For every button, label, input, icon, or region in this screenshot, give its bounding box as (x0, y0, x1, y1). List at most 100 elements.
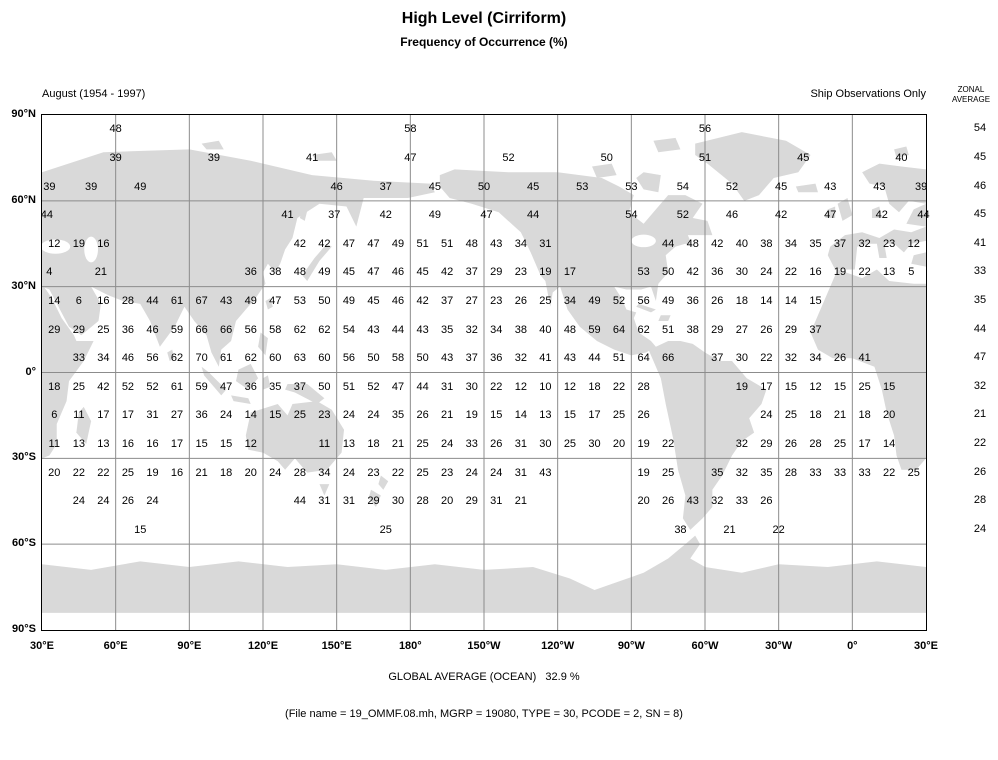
grid-value: 66 (195, 323, 208, 336)
grid-value: 36 (490, 352, 503, 365)
grid-value: 12 (48, 237, 61, 250)
grid-value: 48 (109, 123, 122, 136)
grid-value: 50 (416, 352, 429, 365)
grid-value: 52 (725, 180, 739, 193)
grid-value: 60 (318, 352, 331, 365)
grid-value: 14 (760, 294, 773, 307)
grid-value: 51 (342, 380, 356, 393)
grid-value: 43 (686, 495, 699, 508)
grid-value: 17 (760, 380, 773, 393)
grid-value: 36 (121, 323, 135, 336)
grid-value: 19 (539, 266, 552, 279)
landmass-svalbard (894, 146, 909, 158)
grid-value: 22 (760, 352, 773, 365)
grid-value: 31 (146, 409, 159, 422)
grid-value: 59 (170, 323, 184, 336)
grid-value: 33 (858, 466, 871, 479)
landmass-britain (837, 197, 853, 221)
landmass-newzealand-north (378, 475, 389, 490)
grid-value: 47 (824, 209, 837, 222)
grid-value: 34 (318, 466, 331, 479)
lon-axis-label: 0° (847, 640, 858, 652)
grid-value: 26 (784, 438, 798, 451)
grid-value: 15 (784, 380, 798, 393)
grid-value: 26 (637, 409, 650, 422)
grid-value: 6 (75, 294, 82, 307)
grid-value: 33 (465, 438, 478, 451)
grid-value: 46 (121, 352, 135, 365)
grid-value: 46 (391, 294, 405, 307)
landmass-java (231, 395, 251, 404)
landmass-taiwan (265, 298, 273, 310)
grid-value: 24 (97, 495, 110, 508)
grid-value: 19 (735, 380, 748, 393)
grid-value: 38 (686, 323, 699, 336)
lon-axis-label: 90°W (617, 640, 645, 652)
grid-value: 22 (612, 380, 626, 393)
grid-value: 24 (760, 409, 773, 422)
grid-value: 14 (48, 294, 61, 307)
lat-axis-label: 90°S (12, 623, 36, 635)
grid-value: 62 (318, 323, 331, 336)
grid-value: 13 (342, 438, 356, 451)
grid-value: 29 (72, 323, 85, 336)
grid-value: 44 (416, 380, 429, 393)
grid-value: 45 (797, 151, 810, 164)
grid-value: 22 (72, 466, 85, 479)
landmass-severnaya-zemlya (201, 140, 224, 150)
landmass-baffin (636, 172, 661, 193)
grid-value: 26 (760, 495, 773, 508)
grid-value: 23 (883, 237, 896, 250)
grid-value: 15 (220, 438, 233, 451)
sea-great-lakes (631, 234, 656, 248)
grid-value: 22 (772, 523, 785, 536)
grid-value: 59 (195, 380, 208, 393)
grid-value: 20 (244, 466, 257, 479)
grid-value: 35 (441, 323, 454, 336)
grid-value: 43 (873, 180, 886, 193)
grid-value: 49 (318, 266, 331, 279)
grid-value: 50 (367, 352, 380, 365)
grid-value: 26 (760, 323, 773, 336)
grid-value: 36 (195, 409, 208, 422)
zonal-average-value: 44 (973, 322, 987, 335)
grid-value: 28 (809, 438, 822, 451)
grid-value: 19 (833, 266, 847, 279)
global-average-label: GLOBAL AVERAGE (OCEAN) 32.9 % (388, 671, 580, 683)
grid-value: 42 (711, 237, 724, 250)
grid-value: 33 (809, 466, 822, 479)
grid-value: 24 (367, 409, 380, 422)
landmass-iceland (795, 183, 818, 193)
grid-value: 24 (465, 466, 478, 479)
landmass-borneo (235, 363, 259, 390)
grid-value: 20 (612, 438, 626, 451)
landmass-ellesmere (653, 137, 681, 153)
zonal-average-value: 21 (973, 408, 987, 421)
zonal-average-value: 47 (973, 351, 987, 364)
grid-value: 37 (465, 352, 478, 365)
grid-value: 44 (526, 209, 540, 222)
grid-value: 34 (97, 352, 110, 365)
lon-axis-label: 60°W (691, 640, 719, 652)
grid-value: 61 (170, 380, 184, 393)
grid-value: 39 (207, 151, 220, 164)
grid-value: 18 (735, 294, 748, 307)
grid-value: 16 (97, 294, 110, 307)
grid-value: 25 (784, 409, 798, 422)
landmass-africa-west (810, 269, 926, 470)
grid-value: 21 (195, 466, 208, 479)
grid-value: 25 (833, 438, 847, 451)
grid-value: 14 (883, 438, 896, 451)
lon-axis-label: 120°E (247, 640, 279, 652)
grid-value: 60 (269, 352, 282, 365)
grid-value: 28 (637, 380, 650, 393)
grid-value: 48 (563, 323, 577, 336)
grid-value: 53 (637, 266, 650, 279)
lon-axis-label: 150°E (321, 640, 352, 652)
grid-value: 19 (465, 409, 478, 422)
grid-value: 45 (367, 294, 380, 307)
lon-axis-label: 120°W (541, 640, 575, 652)
grid-value: 45 (342, 266, 356, 279)
grid-value: 16 (170, 466, 184, 479)
